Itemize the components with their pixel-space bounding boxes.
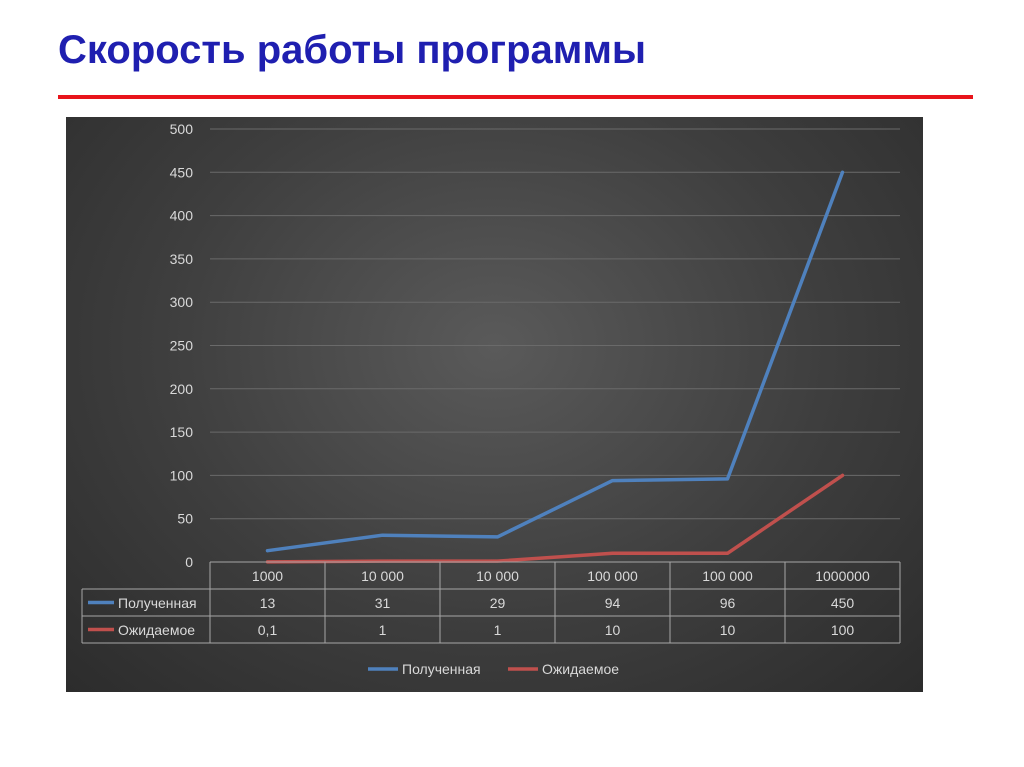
y-tick-label: 100 <box>170 467 194 483</box>
y-tick-label: 450 <box>170 164 194 180</box>
series-lines <box>265 170 845 564</box>
y-tick-label: 300 <box>170 294 194 310</box>
chart-panel: 0 50 100 150 200 250 300 350 400 450 500 1000 10 00… <box>66 117 923 692</box>
table-value: 29 <box>490 595 506 611</box>
y-tick-label: 200 <box>170 381 194 397</box>
x-category-label: 100 000 <box>587 568 638 584</box>
y-tick-label: 250 <box>170 338 194 354</box>
y-tick-label: 50 <box>177 511 193 527</box>
x-category-label: 10 000 <box>476 568 519 584</box>
series-line <box>265 473 845 564</box>
legend-label: Полученная <box>402 661 481 677</box>
table-value: 100 <box>831 622 855 638</box>
x-category-label: 100 000 <box>702 568 753 584</box>
table-value: 10 <box>720 622 736 638</box>
y-axis-ticks: 0 50 100 150 200 250 300 350 400 450 500 <box>170 121 194 570</box>
legend: Полученная Ожидаемое <box>368 661 619 677</box>
x-category-label: 1000 <box>252 568 283 584</box>
y-tick-label: 400 <box>170 208 194 224</box>
y-tick-label: 500 <box>170 121 194 137</box>
table-value: 0,1 <box>258 622 278 638</box>
table-value: 96 <box>720 595 736 611</box>
table-series-name: Полученная <box>118 595 197 611</box>
table-value: 1 <box>494 622 502 638</box>
y-tick-label: 0 <box>185 554 193 570</box>
table-value: 31 <box>375 595 391 611</box>
title-underline <box>58 95 973 99</box>
table-value: 1 <box>379 622 387 638</box>
series-line <box>265 170 845 553</box>
gridlines <box>210 128 900 520</box>
table-value: 13 <box>260 595 276 611</box>
table-series-name: Ожидаемое <box>118 622 195 638</box>
table-value: 450 <box>831 595 855 611</box>
y-tick-label: 150 <box>170 424 194 440</box>
y-tick-label: 350 <box>170 251 194 267</box>
table-value: 10 <box>605 622 621 638</box>
x-category-label: 10 000 <box>361 568 404 584</box>
data-table: 1000 10 000 10 000 100 000 100 000 1000000 Пол… <box>81 561 901 644</box>
line-chart: 0 50 100 150 200 250 300 350 400 450 500 1000 10 00… <box>81 121 901 677</box>
table-value: 94 <box>605 595 621 611</box>
slide-title: Скорость работы программы <box>58 28 647 72</box>
legend-label: Ожидаемое <box>542 661 619 677</box>
x-category-label: 1000000 <box>815 568 870 584</box>
